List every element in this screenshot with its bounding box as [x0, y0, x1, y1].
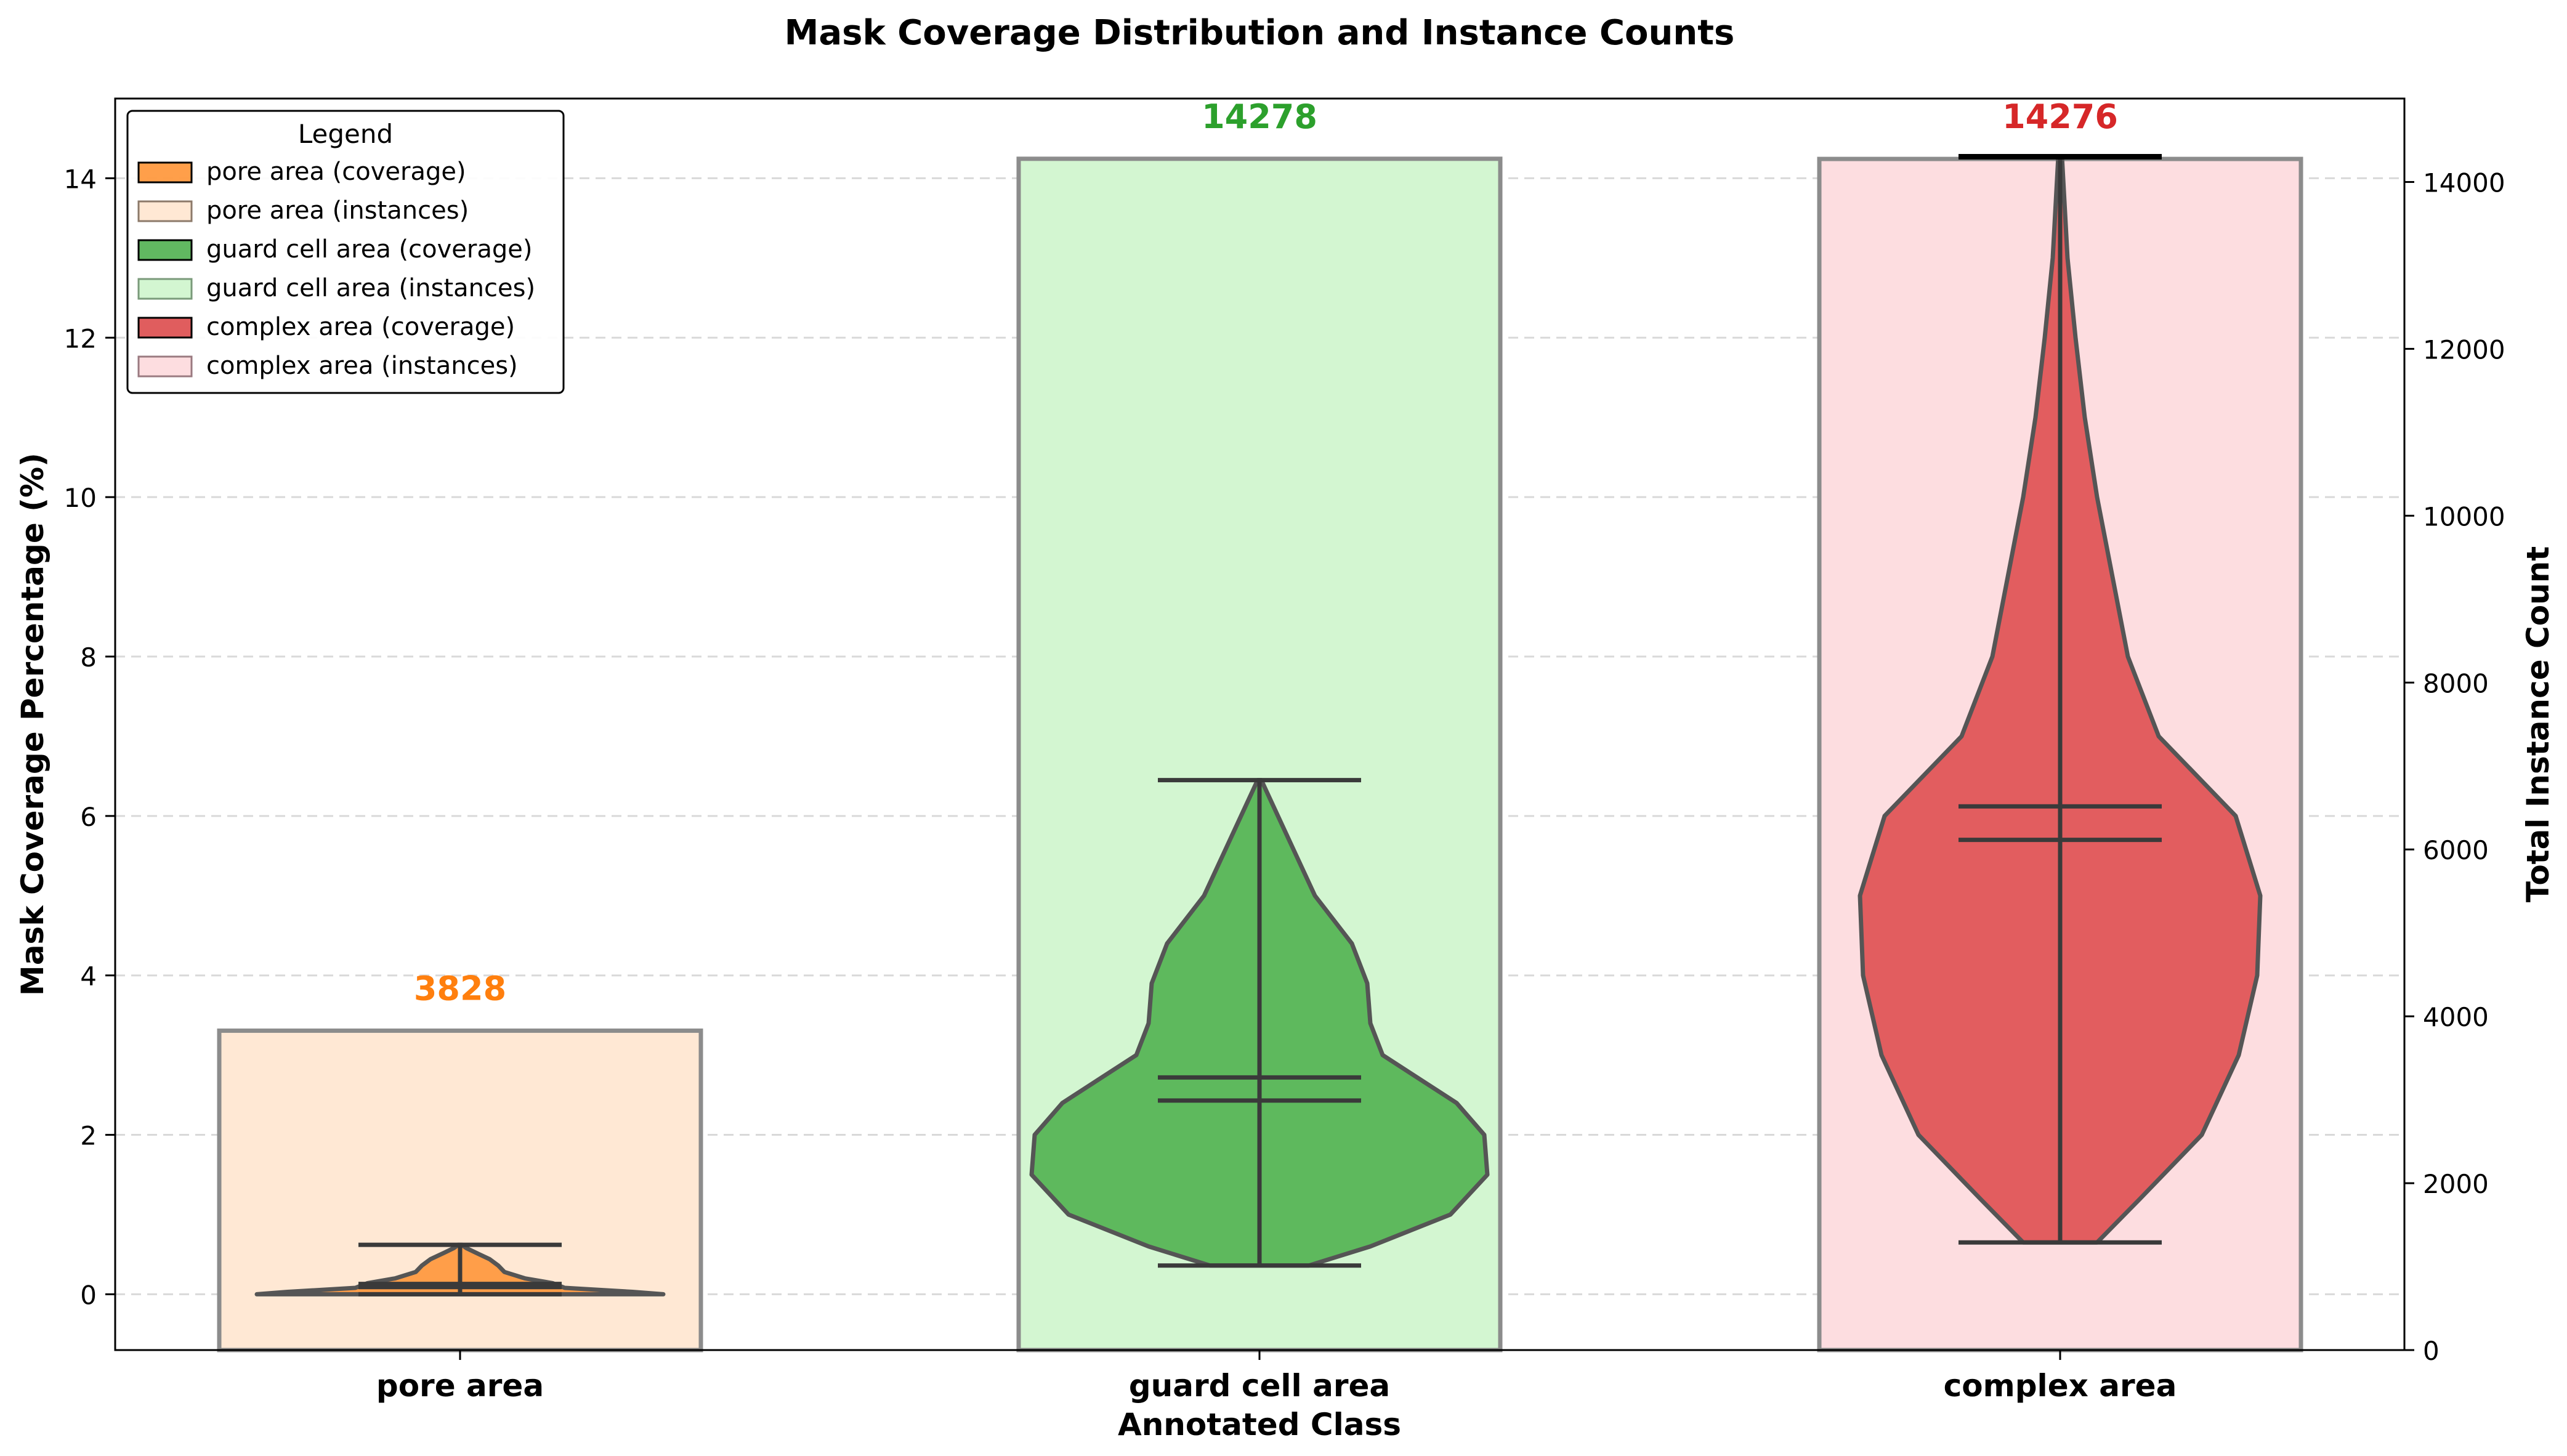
right-tick-label: 4000 — [2423, 1002, 2489, 1032]
x-axis: pore area guard cell area complex area — [376, 1350, 2177, 1404]
left-axis-label: Mask Coverage Percentage (%) — [15, 453, 51, 996]
legend: Legend pore area (coverage) pore area (ins… — [126, 110, 565, 394]
legend-swatch — [137, 317, 193, 339]
instance-count-label: 14276 — [2002, 97, 2118, 136]
left-tick-label: 14 — [64, 164, 97, 194]
legend-entry: guard cell area (coverage) — [206, 235, 532, 264]
left-tick-label: 8 — [80, 642, 97, 673]
coverage-violins — [254, 153, 2263, 1296]
chart-title: Mask Coverage Distribution and Instance … — [785, 13, 1735, 53]
right-axis: 0 2000 4000 6000 8000 10000 12000 14000 — [2404, 168, 2505, 1366]
instance-count-label: 3828 — [414, 969, 506, 1008]
left-tick-label: 10 — [64, 483, 97, 513]
right-axis-label: Total Instance Count — [2520, 546, 2556, 902]
legend-swatch — [137, 355, 193, 378]
legend-entry: pore area (instances) — [206, 196, 469, 225]
left-tick-label: 2 — [80, 1121, 97, 1151]
right-tick-label: 12000 — [2423, 334, 2505, 365]
left-tick-label: 12 — [64, 323, 97, 354]
left-axis: 0 2 4 6 8 10 12 14 — [64, 164, 115, 1310]
legend-swatch — [137, 200, 193, 222]
legend-swatch — [137, 161, 193, 184]
legend-frame — [126, 110, 565, 394]
right-tick-label: 10000 — [2423, 501, 2505, 532]
instance-count-label: 14278 — [1202, 97, 1317, 136]
right-tick-label: 2000 — [2423, 1169, 2489, 1199]
legend-entry: pore area (coverage) — [206, 158, 466, 186]
right-tick-label: 8000 — [2423, 668, 2489, 698]
instance-bar — [217, 1028, 703, 1353]
x-tick-label: complex area — [1944, 1368, 2177, 1404]
legend-entry: complex area (instances) — [206, 352, 518, 380]
right-tick-label: 0 — [2423, 1336, 2440, 1366]
left-tick-label: 0 — [80, 1280, 97, 1310]
right-tick-label: 14000 — [2423, 168, 2505, 198]
left-tick-label: 6 — [80, 802, 97, 832]
legend-swatch — [137, 278, 193, 300]
legend-entry: complex area (coverage) — [206, 313, 515, 341]
legend-title: Legend — [298, 119, 393, 149]
x-tick-label: guard cell area — [1129, 1368, 1390, 1404]
x-axis-label: Annotated Class — [1118, 1407, 1401, 1442]
x-tick-label: pore area — [376, 1368, 544, 1404]
instance-labels: 3828 14278 14276 — [414, 97, 2118, 1008]
left-tick-label: 4 — [80, 961, 97, 992]
legend-entry: guard cell area (instances) — [206, 274, 535, 302]
legend-swatch — [137, 239, 193, 261]
right-tick-label: 6000 — [2423, 835, 2489, 865]
